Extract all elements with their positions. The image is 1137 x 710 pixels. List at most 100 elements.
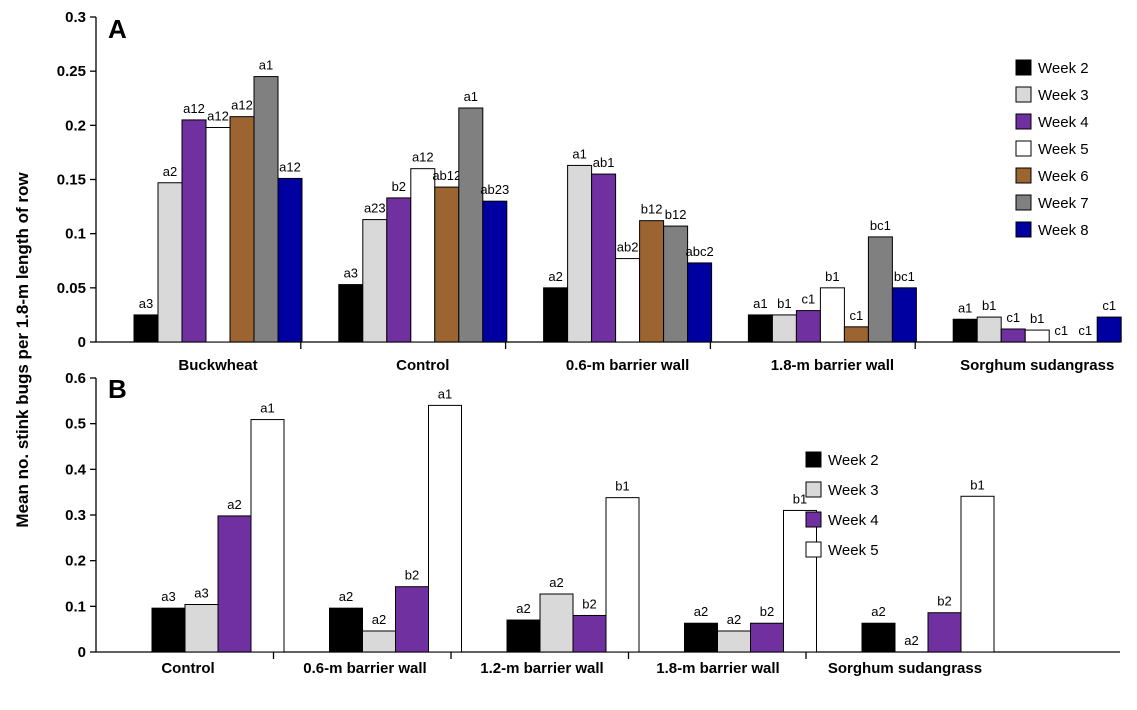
bar-data-label: b1 — [982, 298, 996, 313]
bar — [184, 604, 219, 653]
bar — [458, 107, 484, 343]
y-tick-label: 0.2 — [65, 553, 86, 570]
bar-data-label: a2 — [871, 604, 885, 619]
legend-swatch — [805, 481, 822, 498]
legend-swatch — [1015, 194, 1032, 211]
legend-swatch — [1015, 59, 1032, 76]
bar-data-label: bc1 — [870, 218, 891, 233]
bar-data-label: b1 — [825, 269, 839, 284]
bar — [591, 173, 617, 343]
panel-a: 00.050.10.150.20.250.3a3a2a12a12a12a1a12… — [57, 9, 1122, 374]
bar — [639, 220, 665, 343]
bar-data-label: a12 — [412, 150, 434, 165]
x-category-label: Sorghum sudangrass — [960, 357, 1114, 374]
bar — [567, 164, 593, 343]
bar-data-label: ab23 — [480, 182, 509, 197]
bar — [133, 314, 159, 343]
bar-data-label: b1 — [615, 479, 629, 494]
bar-data-label: abc2 — [685, 244, 713, 259]
bar-data-label: a1 — [572, 146, 586, 161]
bar — [1024, 329, 1050, 343]
legend-entry-label: Week 7 — [1038, 195, 1089, 212]
bar — [362, 630, 396, 653]
legend-entry-label: Week 2 — [1038, 60, 1089, 77]
bar — [338, 284, 364, 343]
bar — [410, 168, 436, 343]
bar — [277, 177, 303, 343]
bar — [684, 622, 718, 653]
legend-swatch — [1015, 221, 1032, 238]
bar-data-label: c1 — [1006, 310, 1020, 325]
bar — [1000, 328, 1026, 343]
bar-data-label: a1 — [753, 296, 767, 311]
bar — [572, 614, 607, 653]
bar-data-label: a1 — [464, 89, 478, 104]
bar-data-label: ab1 — [593, 155, 615, 170]
bar — [615, 258, 641, 343]
legend-swatch — [1015, 86, 1032, 103]
bar — [747, 314, 773, 343]
bar-data-label: b2 — [582, 596, 596, 611]
bar-data-label: a12 — [207, 109, 229, 124]
bar — [386, 197, 412, 343]
bar-data-label: c1 — [850, 308, 864, 323]
bar — [434, 186, 460, 343]
x-category-label: Control — [396, 357, 449, 374]
bar — [539, 593, 574, 653]
y-tick-label: 0.3 — [65, 507, 86, 524]
legend-swatch — [805, 451, 822, 468]
bar — [205, 127, 231, 343]
bar — [151, 607, 186, 653]
bar-data-label: a1 — [958, 300, 972, 315]
bar — [543, 287, 569, 343]
bar-data-label: a2 — [163, 164, 177, 179]
y-tick-label: 0.25 — [57, 63, 86, 80]
bar-data-label: a2 — [516, 601, 530, 616]
y-tick-label: 0.05 — [57, 280, 86, 297]
bar — [157, 182, 183, 343]
bar — [506, 619, 541, 653]
bar-data-label: b2 — [937, 594, 951, 609]
bar — [976, 316, 1002, 343]
legend-entry-label: Week 4 — [828, 512, 879, 529]
y-tick-label: 0.5 — [65, 416, 86, 433]
y-tick-label: 0.4 — [65, 461, 87, 478]
bar — [687, 262, 713, 343]
bar-data-label: c1 — [1078, 323, 1092, 338]
y-tick-label: 0.2 — [65, 117, 86, 134]
legend-entry-label: Week 4 — [1038, 114, 1089, 131]
bar — [362, 219, 388, 343]
bar-data-label: b1 — [777, 296, 791, 311]
bar-data-label: a23 — [364, 201, 386, 216]
bar — [891, 287, 917, 343]
legend: Week 2 Week 3 Week 4 Week 5 Week 6 Week 7 Week… — [1015, 59, 1089, 239]
bar — [428, 404, 462, 653]
x-category-label: Buckwheat — [178, 357, 257, 374]
y-axis-label: Mean no. stink bugs per 1.8-m length of … — [13, 172, 32, 528]
bar — [867, 236, 893, 343]
bar-data-label: a3 — [139, 296, 153, 311]
bar-data-label: a2 — [548, 269, 562, 284]
bar — [605, 497, 640, 653]
x-category-label: Sorghum sudangrass — [828, 660, 982, 677]
x-category-label: 0.6-m barrier wall — [566, 357, 689, 374]
bar — [927, 612, 962, 653]
legend-entry-label: Week 5 — [1038, 141, 1089, 158]
panel-b: 0 0.1 0.2 0.3 0.4 0.5 0.6 a3 a3 a2 a1 Control a2 a2 b2… — [65, 370, 1120, 677]
bar-data-label: a2 — [372, 612, 386, 627]
bar — [819, 287, 845, 343]
y-tick-label: 0.3 — [65, 9, 86, 26]
bar — [952, 318, 978, 343]
panel-label: B — [108, 374, 127, 404]
bar-data-label: b2 — [760, 604, 774, 619]
bar-data-label: a3 — [161, 589, 175, 604]
legend: Week 2 Week 3 Week 4 Week 5 — [805, 451, 879, 559]
bar — [253, 76, 279, 343]
legend-entry-label: Week 6 — [1038, 168, 1089, 185]
legend-swatch — [1015, 167, 1032, 184]
bar-data-label: c1 — [802, 292, 816, 307]
legend-entry-label: Week 3 — [828, 482, 879, 499]
bar — [181, 119, 207, 343]
